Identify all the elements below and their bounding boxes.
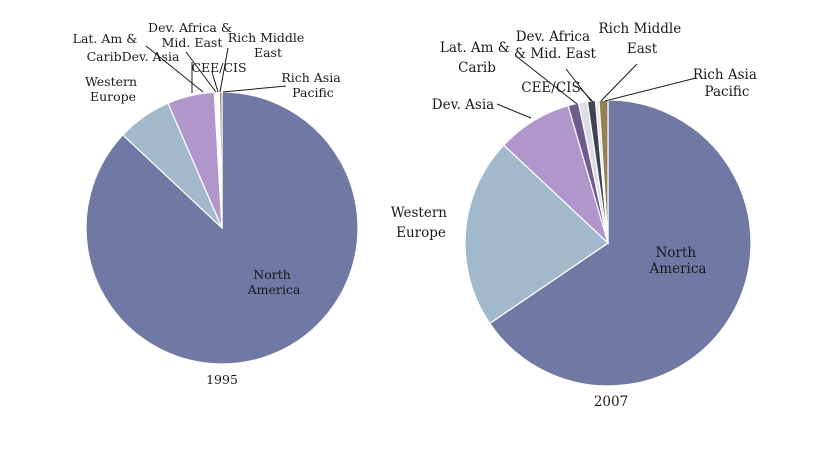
label-dev-africa-1995: Dev. Africa & Mid. East	[148, 20, 236, 50]
leader-line-rich-me-2007	[600, 63, 638, 102]
leader-line-lat-am-2007	[515, 55, 578, 105]
leader-line-dev-asia-2007	[496, 103, 532, 119]
label-north-america-2007: North America	[649, 245, 707, 277]
leader-lines-1995	[145, 45, 287, 93]
label-lat-am-2007: Lat. Am & Carib	[440, 40, 514, 76]
label-dev-asia-2007: Dev. Asia	[432, 97, 494, 113]
leader-line-rich-me-1995	[219, 47, 229, 93]
label-rich-asia-pacific-1995: Rich Asia Pacific	[281, 70, 344, 100]
label-lat-am-1995: Lat. Am &	[73, 31, 138, 46]
label-western-europe-1995: Western Europe	[85, 74, 141, 104]
caption-1995: 1995	[206, 372, 238, 387]
label-rich-asia-pacific-2007: Rich Asia Pacific	[693, 67, 761, 100]
label-cee-cis-1995: CEE/CIS	[191, 60, 246, 75]
leader-line-rich-ap-2007	[604, 77, 697, 102]
pie-slice-rich-asia-pacific-1995	[218, 91, 223, 229]
caption-2007: 2007	[594, 394, 628, 410]
label-cee-cis-2007: CEE/CIS	[521, 80, 581, 96]
leader-line-cee-cis-1995	[211, 71, 219, 93]
label-rich-middle-east-1995: Rich Middle East	[228, 30, 309, 60]
label-western-europe-2007: Western Europe	[391, 205, 452, 241]
label-dev-africa-2007: Dev. Africa & Mid. East	[514, 29, 597, 62]
pie-slice-western-europe-2007	[464, 144, 609, 325]
pie-chart-1995	[85, 91, 359, 365]
pie-chart-2007	[464, 99, 752, 387]
label-rich-middle-east-2007: Rich Middle East	[598, 21, 685, 57]
leader-line-rich-ap-1995	[222, 85, 287, 93]
leader-line-lat-am-1995	[145, 45, 204, 93]
label-north-america-1995: North America	[247, 267, 301, 297]
leader-lines-2007	[496, 55, 697, 119]
leader-line-dev-africa-1995	[185, 51, 217, 93]
label-dev-asia-1995: CaribDev. Asia	[87, 49, 180, 64]
leader-line-dev-africa-2007	[565, 68, 592, 102]
pie-slice-north-america-2007	[488, 99, 752, 387]
